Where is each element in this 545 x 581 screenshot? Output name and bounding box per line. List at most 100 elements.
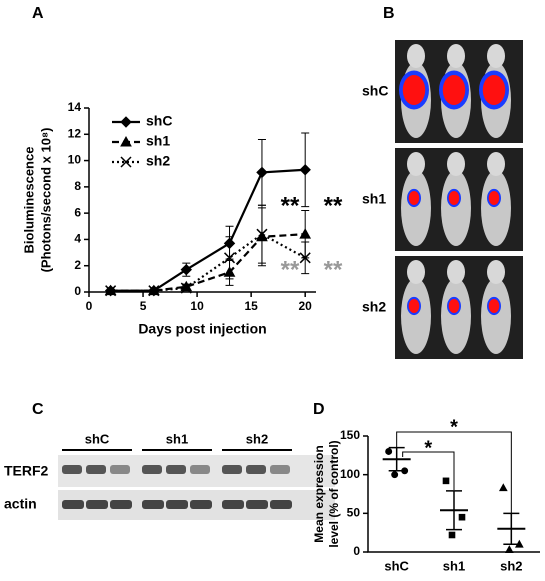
panel-label: B [383, 5, 395, 22]
band [222, 500, 244, 509]
legend-marker [120, 116, 132, 128]
series-line [110, 168, 306, 292]
annotation: ** [281, 192, 300, 219]
marker [180, 263, 192, 276]
error-bar [388, 446, 405, 472]
marker [391, 471, 399, 479]
mouse-head [407, 260, 425, 284]
marker [442, 477, 450, 485]
x-tick-label: shC [384, 558, 409, 573]
group-label: sh2 [246, 431, 268, 446]
signal [402, 75, 426, 105]
band [86, 465, 106, 474]
band [246, 465, 266, 474]
marker [448, 531, 456, 539]
imaging-panel: shC sh1 sh2 [362, 40, 523, 359]
marker [299, 228, 312, 239]
band [62, 500, 84, 509]
panel-label: A [32, 5, 44, 22]
row-label: TERF2 [4, 463, 49, 479]
y-axis-label: Mean expression [312, 445, 326, 542]
x-tick-label: 0 [86, 299, 93, 313]
band [270, 500, 292, 509]
marker [223, 252, 236, 264]
marker [299, 252, 311, 264]
y-tick-label: 12 [68, 126, 82, 140]
x-tick-label: sh2 [500, 558, 522, 573]
significance-bracket [396, 431, 512, 540]
x-tick-label: 10 [190, 299, 204, 313]
signal [488, 299, 500, 313]
row-label: sh2 [362, 299, 386, 315]
signal [488, 191, 500, 205]
legend-marker [120, 156, 132, 168]
band [166, 500, 188, 509]
annotation: * [424, 437, 432, 459]
marker [504, 545, 514, 553]
row-label: actin [4, 496, 37, 512]
x-tick-label: 5 [140, 299, 147, 313]
marker [256, 166, 268, 179]
annotation: * [450, 416, 458, 438]
marker [458, 513, 466, 521]
y-tick-label: 100 [340, 467, 360, 481]
row-label: shC [362, 83, 388, 99]
mouse [401, 170, 431, 246]
legend-label: sh1 [146, 133, 170, 149]
signal [482, 75, 506, 105]
band [62, 465, 82, 474]
signal [442, 75, 466, 105]
y-tick-label: 6 [74, 205, 81, 219]
x-tick-label: 15 [244, 299, 258, 313]
x-tick-label: sh1 [443, 558, 465, 573]
legend-marker [120, 135, 132, 147]
mouse-head [407, 44, 425, 68]
marker [256, 228, 268, 240]
marker [299, 164, 311, 176]
band [222, 465, 242, 474]
panel-label: C [32, 401, 44, 418]
legend-label: sh2 [146, 153, 170, 169]
legend-label: shC [146, 113, 172, 129]
mouse-head [447, 152, 465, 176]
band [166, 465, 186, 474]
annotation: ** [324, 256, 343, 283]
y-tick-label: 2 [74, 258, 81, 272]
mouse [441, 278, 471, 354]
y-axis-label: Bioluminescence [21, 147, 36, 254]
x-tick-label: 20 [299, 299, 313, 313]
band [190, 500, 212, 509]
y-tick-label: 8 [74, 179, 81, 193]
y-tick-label: 0 [74, 284, 81, 298]
y-tick-label: 10 [68, 153, 82, 167]
marker [148, 285, 160, 297]
series-line [110, 232, 306, 292]
signal [448, 299, 460, 313]
marker [498, 483, 508, 492]
mouse-head [487, 44, 505, 68]
signal [408, 299, 420, 313]
signal [408, 191, 420, 205]
error-bar [446, 490, 462, 531]
mouse [441, 170, 471, 246]
band [246, 500, 268, 509]
mouse-head [487, 260, 505, 284]
annotation: ** [324, 192, 343, 219]
band [142, 465, 162, 474]
band [86, 500, 108, 509]
mouse-head [447, 44, 465, 68]
band [142, 500, 164, 509]
marker [180, 282, 192, 294]
y-axis-label: (Photons/second x 10⁸) [38, 128, 53, 273]
band [190, 465, 210, 474]
group-label: shC [85, 431, 110, 446]
y-tick-label: 150 [340, 428, 360, 442]
mouse [481, 278, 511, 354]
panel-label: D [313, 401, 325, 418]
y-tick-label: 50 [347, 506, 361, 520]
band [270, 465, 290, 474]
band [110, 500, 132, 509]
y-tick-label: 0 [353, 544, 360, 558]
band [110, 465, 130, 474]
